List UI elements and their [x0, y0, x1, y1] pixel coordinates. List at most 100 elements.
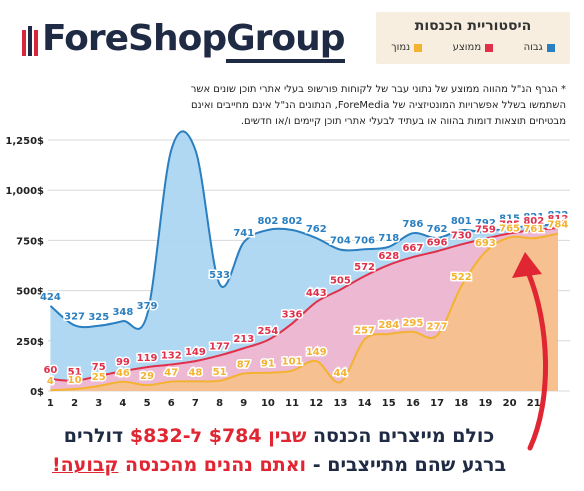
data-label: 149 [185, 347, 206, 358]
chart: 0$250$500$750$1,000$1,250$1 2 3 4 5 6 7 8 9 10 11 1… [5, 130, 570, 409]
x-tick-label: 5 [144, 398, 151, 409]
legend-swatch [546, 43, 555, 52]
x-tick-label: 9 [240, 398, 247, 409]
data-label: 325 [88, 312, 109, 323]
legend-item: גבוה [524, 42, 555, 53]
data-label: 784 [547, 220, 568, 231]
data-label: 761 [523, 224, 544, 235]
data-label: 87 [237, 360, 251, 371]
data-label: 327 [64, 311, 85, 322]
data-label: 44 [333, 368, 347, 379]
data-label: 741 [233, 228, 254, 239]
x-tick-label: 6 [168, 398, 175, 409]
data-label: 10 [68, 375, 82, 386]
data-label: 424 [40, 292, 61, 303]
line [49, 130, 559, 330]
data-label: 48 [188, 367, 202, 378]
legend-label: גבוה [523, 42, 543, 53]
data-label: 762 [306, 224, 327, 235]
legend-swatch [485, 43, 494, 52]
data-label: 815 [499, 213, 520, 224]
annotation: כולם מייצרים הכנסה שבין $784 ל-$832 דולר… [20, 422, 538, 480]
legend-swatch [414, 43, 423, 52]
data-label: 802 [523, 216, 544, 227]
x-tick-label: 4 [119, 398, 126, 409]
data-label: 801 [451, 216, 472, 227]
line [50, 232, 559, 392]
annotation-text: דולרים [63, 425, 130, 447]
data-label: 254 [257, 326, 278, 337]
data-label: 4 [47, 376, 54, 387]
data-label: 284 [378, 320, 399, 331]
logo-text: Group [226, 18, 346, 63]
data-label: 718 [378, 233, 399, 244]
data-label: 348 [112, 307, 133, 318]
data-label: 730 [451, 230, 472, 241]
data-label: 336 [282, 310, 303, 321]
legend-items: גבוה ממוצע נמוך [376, 42, 570, 53]
data-label: 47 [164, 368, 178, 379]
y-tick-label: 1,000$ [5, 186, 44, 197]
x-tick-label: 16 [406, 398, 420, 409]
data-label: 505 [330, 276, 351, 287]
data-label: 149 [306, 347, 327, 358]
data-label: 277 [427, 321, 448, 332]
annotation-highlight: שבין $784 ל-$832 [129, 425, 307, 447]
data-label: 572 [354, 262, 375, 273]
data-label: 696 [427, 237, 448, 248]
data-label: 91 [261, 359, 275, 370]
data-label: 786 [402, 219, 423, 230]
data-label: 759 [475, 225, 496, 236]
legend-label: ממוצע [452, 42, 482, 53]
data-label: 99 [116, 357, 130, 368]
data-label: 785 [499, 219, 520, 230]
x-tick-label: 1 [47, 398, 54, 409]
data-label: 522 [451, 272, 472, 283]
x-tick-label: 18 [454, 398, 468, 409]
x-tick-label: 17 [430, 398, 444, 409]
note: * הגרף הנ"ל מהווה ממוצע של נתוני עבר של … [10, 82, 566, 130]
x-tick-label: 3 [95, 398, 102, 409]
note-line: * הגרף הנ"ל מהווה ממוצע של נתוני עבר של … [190, 84, 566, 95]
x-tick-label: 19 [478, 398, 492, 409]
data-label: 802 [257, 216, 278, 227]
data-label: 75 [92, 362, 106, 373]
data-label: 295 [402, 318, 423, 329]
data-label: 443 [306, 288, 327, 299]
data-label: 706 [354, 235, 375, 246]
data-label: 704 [330, 236, 351, 247]
chart-title: היסטוריית הכנסות [414, 18, 532, 34]
x-tick-label: 12 [309, 398, 323, 409]
logo: ForeShopGroup [20, 18, 365, 63]
logo-icon [22, 26, 38, 56]
data-label: 119 [137, 353, 158, 364]
line [50, 226, 558, 382]
legend-item: ממוצע [453, 42, 494, 53]
y-tick-label: 1,250$ [5, 136, 44, 147]
x-tick-label: 7 [192, 398, 199, 409]
data-label: 257 [354, 325, 375, 336]
data-label: 693 [475, 238, 496, 249]
x-tick-label: 13 [333, 398, 347, 409]
data-label: 792 [475, 218, 496, 229]
x-tick-label: 8 [216, 398, 223, 409]
legend-item: נמוך [391, 42, 423, 53]
annotation-highlight: קבועה! [51, 454, 119, 476]
x-tick-label: 20 [503, 398, 517, 409]
x-tick-label: 21 [527, 398, 541, 409]
annotation-highlight: ואתם נהנים מהכנסה [118, 454, 307, 476]
data-label: 832 [547, 210, 568, 221]
data-label: 765 [499, 223, 520, 234]
data-label: 379 [137, 301, 158, 312]
data-label: 101 [282, 357, 303, 368]
data-label: 46 [116, 368, 130, 379]
data-label: 25 [92, 372, 106, 383]
area [50, 233, 558, 391]
y-tick-label: 0$ [30, 387, 44, 398]
data-label: 51 [68, 367, 82, 378]
data-label: 177 [209, 341, 230, 352]
x-tick-label: 2 [71, 398, 78, 409]
data-label: 29 [140, 371, 154, 382]
data-label: 132 [161, 350, 182, 361]
